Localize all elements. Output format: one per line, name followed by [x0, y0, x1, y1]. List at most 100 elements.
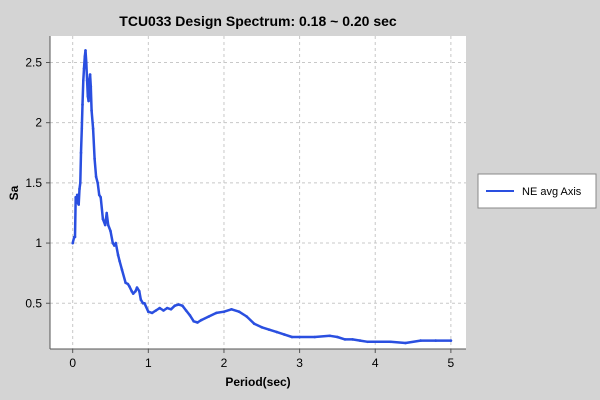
- data-point: [230, 308, 233, 311]
- x-tick-label: 0: [69, 356, 76, 370]
- data-point: [85, 61, 88, 64]
- data-point: [109, 229, 112, 233]
- data-point: [81, 103, 84, 106]
- data-point: [86, 94, 90, 98]
- data-point: [138, 289, 141, 293]
- data-point: [118, 259, 121, 263]
- data-point: [88, 73, 92, 76]
- data-point: [260, 326, 264, 329]
- data-point: [419, 339, 422, 342]
- data-point: [188, 314, 192, 317]
- data-point: [87, 99, 90, 103]
- data-point: [207, 315, 211, 318]
- data-point: [126, 282, 130, 286]
- x-axis-label: Period(sec): [225, 375, 290, 389]
- data-point: [366, 340, 370, 344]
- data-point: [114, 241, 118, 245]
- data-point: [373, 340, 377, 344]
- data-point: [169, 308, 173, 311]
- y-tick-label: 1: [35, 236, 42, 250]
- data-point: [237, 310, 241, 314]
- data-point: [74, 196, 77, 199]
- data-point: [130, 289, 133, 293]
- data-point: [252, 322, 256, 326]
- data-point: [99, 196, 102, 199]
- y-tick-label: 2.5: [25, 55, 42, 69]
- data-point: [75, 198, 78, 201]
- data-point: [96, 181, 99, 185]
- data-point: [93, 157, 96, 161]
- data-point: [134, 289, 137, 293]
- data-point: [283, 333, 286, 336]
- data-point: [120, 268, 124, 271]
- data-point: [245, 315, 248, 318]
- data-point: [200, 318, 203, 322]
- data-point: [143, 302, 146, 305]
- data-point: [124, 281, 127, 285]
- data-point: [113, 244, 116, 247]
- ticks: 0 1 2 3 4 5 0.5 1 1.5 2 2.5: [25, 55, 454, 370]
- x-tick-label: 2: [221, 356, 228, 370]
- data-point: [128, 285, 131, 288]
- data-point: [103, 223, 107, 227]
- data-point: [328, 334, 332, 338]
- data-point: [111, 241, 115, 245]
- data-point: [351, 338, 354, 341]
- data-point: [83, 55, 87, 58]
- plot-area: [50, 36, 466, 349]
- data-point: [181, 304, 184, 308]
- legend: NE avg Axis: [477, 173, 597, 209]
- data-point: [196, 321, 199, 324]
- data-point: [82, 67, 86, 70]
- data-point: [90, 109, 93, 112]
- data-point: [71, 241, 74, 245]
- data-point: [154, 309, 158, 312]
- data-point: [313, 335, 317, 339]
- data-point: [88, 79, 91, 82]
- data-point: [336, 335, 339, 339]
- data-point: [298, 335, 301, 339]
- data-point: [97, 193, 101, 197]
- data-point: [139, 298, 143, 301]
- data-point: [192, 320, 195, 323]
- data-point: [290, 335, 294, 339]
- data-point: [275, 330, 279, 334]
- data-point: [184, 309, 188, 312]
- y-axis-label: Sa: [7, 185, 21, 200]
- data-point: [162, 309, 165, 312]
- data-point: [389, 340, 392, 344]
- data-point: [89, 85, 93, 88]
- series-line-ne-avg-axis: [71, 49, 453, 345]
- data-point: [79, 181, 82, 185]
- y-tick-label: 1.5: [25, 176, 42, 190]
- legend-label: NE avg Axis: [522, 186, 582, 198]
- data-point: [158, 306, 161, 310]
- data-point: [77, 203, 80, 206]
- data-point: [222, 310, 226, 314]
- data-point: [105, 211, 108, 215]
- data-point: [165, 306, 169, 310]
- data-point: [449, 339, 453, 342]
- data-point: [116, 253, 120, 257]
- data-point: [94, 175, 98, 179]
- data-point: [150, 311, 154, 315]
- y-tick-label: 0.5: [25, 296, 42, 310]
- data-point: [82, 79, 85, 82]
- data-point: [135, 286, 139, 289]
- data-point: [80, 127, 84, 130]
- data-point: [404, 341, 407, 345]
- x-tick-label: 4: [372, 356, 379, 370]
- chart-title: TCU033 Design Spectrum: 0.18 ~ 0.20 sec: [119, 13, 397, 29]
- data-point: [106, 223, 110, 227]
- y-tick-label: 2: [35, 116, 42, 130]
- data-point: [79, 151, 83, 155]
- data-point: [173, 304, 177, 308]
- data-point: [177, 303, 180, 306]
- x-tick-label: 3: [296, 356, 303, 370]
- data-point: [343, 338, 347, 341]
- data-point: [215, 311, 218, 315]
- data-point: [434, 339, 438, 342]
- x-tick-label: 5: [448, 356, 455, 370]
